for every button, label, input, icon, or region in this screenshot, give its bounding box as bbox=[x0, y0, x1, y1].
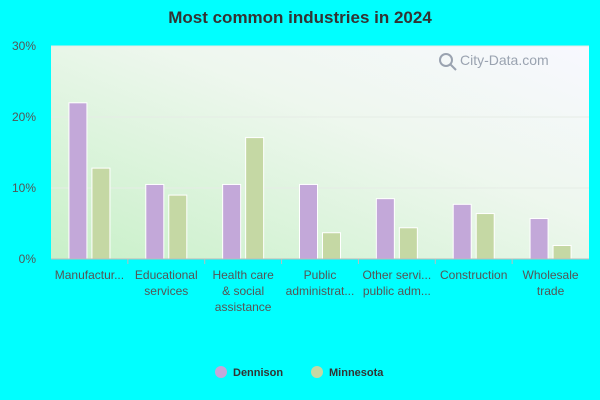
y-tick-label: 30% bbox=[12, 39, 36, 53]
x-category-label: Construction bbox=[440, 268, 507, 282]
bar-dennison[interactable] bbox=[452, 203, 472, 260]
bar-dennison[interactable] bbox=[299, 183, 318, 260]
chart-title: Most common industries in 2024 bbox=[168, 8, 432, 27]
watermark: City-Data.com bbox=[439, 52, 549, 71]
y-tick-label: 20% bbox=[12, 110, 36, 124]
bar-dennison[interactable] bbox=[529, 218, 549, 260]
bar-minnesota[interactable] bbox=[168, 194, 188, 260]
bar-minnesota[interactable] bbox=[91, 167, 111, 260]
x-category-label: Health care & social assistance bbox=[212, 268, 274, 314]
watermark-magnifier-icon bbox=[439, 53, 453, 67]
y-tick-label: 0% bbox=[19, 252, 37, 266]
bar-minnesota[interactable] bbox=[552, 245, 572, 260]
legend-swatch-dennison bbox=[215, 366, 227, 378]
watermark-text: City-Data.com bbox=[460, 52, 549, 68]
plot-area bbox=[51, 46, 589, 259]
legend-label-minnesota: Minnesota bbox=[329, 367, 384, 379]
bar-minnesota[interactable] bbox=[475, 213, 495, 260]
y-tick-label: 10% bbox=[12, 181, 36, 195]
bar-minnesota[interactable] bbox=[398, 227, 418, 260]
bar-dennison[interactable] bbox=[375, 198, 395, 260]
x-category-label: Educational services bbox=[135, 268, 198, 298]
x-category-label: Public administrat... bbox=[286, 268, 355, 298]
x-category-label: Other servi... public adm... bbox=[363, 268, 432, 298]
bar-dennison[interactable] bbox=[68, 102, 88, 260]
bar-dennison[interactable] bbox=[145, 183, 165, 260]
x-category-label: Wholesale trade bbox=[523, 268, 579, 298]
bar-minnesota[interactable] bbox=[245, 137, 265, 260]
bar-minnesota[interactable] bbox=[322, 232, 341, 260]
legend-swatch-minnesota bbox=[311, 366, 323, 378]
legend-label-dennison: Dennison bbox=[233, 367, 283, 379]
bar-dennison[interactable] bbox=[222, 183, 242, 260]
x-category-label: Manufactur... bbox=[55, 268, 124, 282]
